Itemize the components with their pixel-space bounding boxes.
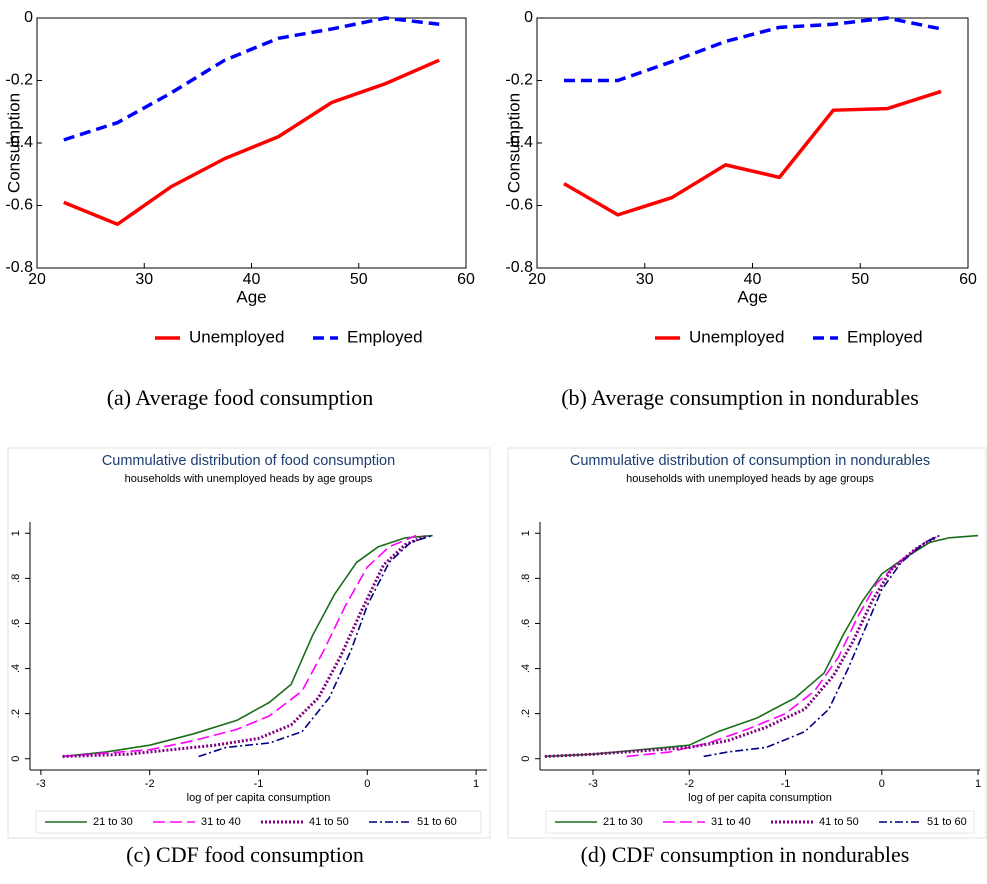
x-tick-label: 30 xyxy=(636,271,654,288)
x-tick-label: 50 xyxy=(350,271,368,288)
y-tick-label: 1 xyxy=(520,530,532,536)
x-tick-label: 40 xyxy=(243,271,261,288)
caption: (b) Average consumption in nondurables xyxy=(561,385,919,410)
x-tick-label: -3 xyxy=(588,778,598,790)
y-tick-label: .6 xyxy=(520,619,532,628)
plot-frame xyxy=(36,17,467,269)
series-line xyxy=(703,534,940,758)
chart-title: Cummulative distribution of consumption … xyxy=(570,453,930,469)
y-tick-label: -0.2 xyxy=(505,72,533,89)
series-line xyxy=(544,536,936,758)
series-line xyxy=(563,16,942,83)
legend-label: Unemployed xyxy=(189,327,284,346)
legend-label: Employed xyxy=(847,327,923,346)
chart-title: Cummulative distribution of food consump… xyxy=(102,453,395,469)
y-tick-label: .8 xyxy=(520,574,532,583)
x-tick-label: 1 xyxy=(473,778,479,790)
legend-label: 21 to 30 xyxy=(93,816,133,828)
x-tick-label: 20 xyxy=(28,271,46,288)
legend-label: 51 to 60 xyxy=(417,816,457,828)
y-tick-label: -0.2 xyxy=(5,72,33,89)
panel-frame xyxy=(507,447,987,839)
x-tick-label: 50 xyxy=(851,271,869,288)
plot-frame xyxy=(536,17,969,269)
x-axis-label: log of per capita consumption xyxy=(688,792,832,804)
x-tick-label: -2 xyxy=(684,778,694,790)
legend-frame xyxy=(35,810,482,834)
y-tick-label: .4 xyxy=(10,664,22,673)
x-tick-label: -2 xyxy=(145,778,155,790)
series-line xyxy=(62,534,428,758)
x-tick-label: 20 xyxy=(528,271,546,288)
legend-label: Employed xyxy=(347,327,423,346)
y-tick-label: -0.4 xyxy=(505,134,533,151)
legend-label: Unemployed xyxy=(689,327,784,346)
legend-label: 51 to 60 xyxy=(927,816,967,828)
x-tick-label: 60 xyxy=(457,271,475,288)
x-tick-label: 0 xyxy=(879,778,885,790)
y-tick-label: 0 xyxy=(520,756,532,762)
y-tick-label: -0.6 xyxy=(5,197,33,214)
legend-label: 31 to 40 xyxy=(711,816,751,828)
y-tick-label: -0.4 xyxy=(5,134,33,151)
y-tick-label: .2 xyxy=(520,709,532,718)
x-tick-label: -3 xyxy=(36,778,46,790)
x-tick-label: -1 xyxy=(254,778,264,790)
legend-label: 21 to 30 xyxy=(603,816,643,828)
y-tick-label: .6 xyxy=(10,619,22,628)
y-tick-label: .4 xyxy=(520,664,532,673)
x-tick-label: 0 xyxy=(364,778,370,790)
x-tick-label: 1 xyxy=(975,778,981,790)
y-tick-label: -0.8 xyxy=(5,259,33,276)
y-axis-label: Consumption xyxy=(4,93,23,193)
x-axis-label: Age xyxy=(737,287,767,306)
x-axis-label: Age xyxy=(236,287,266,306)
series-line xyxy=(198,534,433,758)
y-tick-label: -0.8 xyxy=(505,259,533,276)
series-line xyxy=(563,89,942,217)
y-tick-label: 1 xyxy=(10,530,22,536)
y-tick-label: .8 xyxy=(10,574,22,583)
chart-subtitle: households with unemployed heads by age … xyxy=(626,473,874,485)
caption: (d) CDF consumption in nondurables xyxy=(581,842,910,867)
legend-frame xyxy=(545,810,975,834)
y-tick-label: 0 xyxy=(24,9,33,26)
legend-label: 41 to 50 xyxy=(819,816,859,828)
panel-frame xyxy=(7,447,491,839)
legend-label: 41 to 50 xyxy=(309,816,349,828)
x-tick-label: 60 xyxy=(959,271,977,288)
series-line xyxy=(63,16,440,142)
y-tick-label: -0.6 xyxy=(505,197,533,214)
caption: (c) CDF food consumption xyxy=(126,842,364,867)
series-line xyxy=(63,58,440,226)
y-tick-label: 0 xyxy=(10,756,22,762)
x-axis-label: log of per capita consumption xyxy=(187,792,331,804)
series-line xyxy=(62,534,433,758)
y-tick-label: 0 xyxy=(524,9,533,26)
x-tick-label: -1 xyxy=(781,778,791,790)
caption: (a) Average food consumption xyxy=(107,385,374,410)
y-axis-label: Consumption xyxy=(504,93,523,193)
x-tick-label: 40 xyxy=(744,271,762,288)
chart-subtitle: households with unemployed heads by age … xyxy=(125,473,373,485)
y-tick-label: .2 xyxy=(10,709,22,718)
legend-label: 31 to 40 xyxy=(201,816,241,828)
x-tick-label: 30 xyxy=(135,271,153,288)
series-line xyxy=(62,534,417,758)
